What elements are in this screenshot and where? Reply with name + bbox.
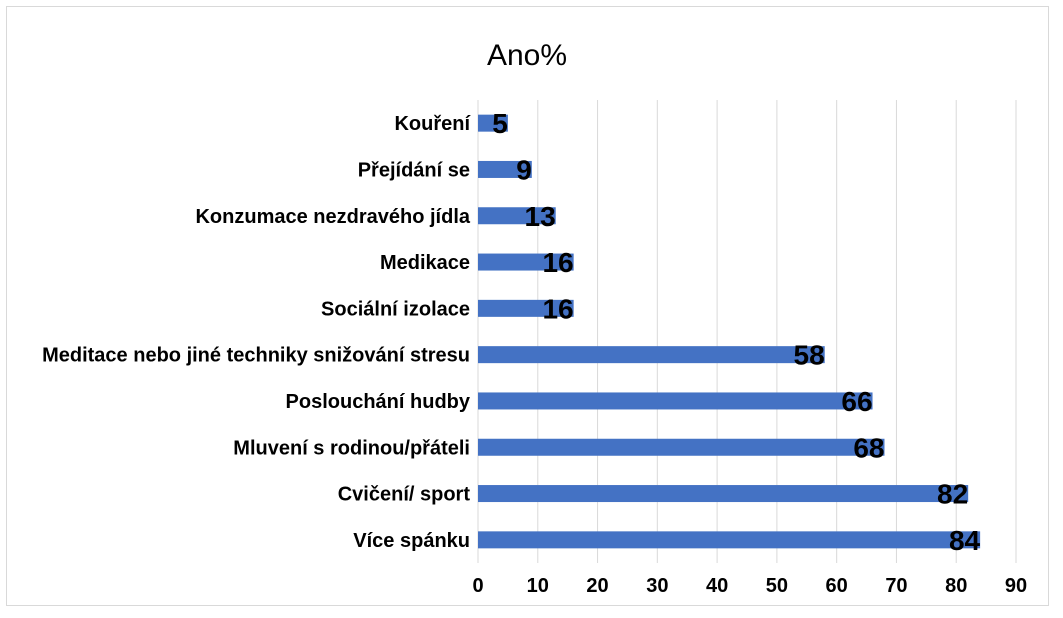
gridlines [477,100,1017,563]
bar [478,485,969,503]
data-label: 16 [542,293,573,324]
chart-title: Ano% [487,39,567,72]
category-label: Kouření [394,113,471,135]
bar [478,207,556,225]
category-label: Poslouchání hudby [286,391,471,413]
data-label: 9 [516,154,532,185]
bar [478,160,532,178]
category-label: Meditace nebo jiné techniky snižování st… [42,345,470,367]
category-label: Cvičení/ sport [338,484,471,506]
bar [478,531,981,549]
x-tick-label: 50 [766,575,788,597]
data-label: 5 [492,108,508,139]
data-label: 66 [841,386,872,417]
x-tick-label: 60 [826,575,848,597]
x-tick-label: 30 [646,575,668,597]
bar [478,392,873,410]
x-tick-label: 0 [472,575,483,597]
x-tick-label: 90 [1005,575,1027,597]
x-tick-label: 40 [706,575,728,597]
bar [478,346,825,364]
category-label: Medikace [380,252,470,274]
data-label: 13 [525,201,556,232]
category-labels: Kouření Přejídání se Konzumace nezdravého … [42,113,471,552]
bar-chart: Ano% Kouření Přejídání se Konzumace nezdra… [42,39,1027,597]
bar [478,114,508,132]
category-label: Více spánku [353,530,470,552]
x-tick-label: 70 [885,575,907,597]
data-label: 82 [937,479,968,510]
data-labels: 59 13 16 16 58 66 68 82 84 [492,108,980,556]
category-label: Konzumace nezdravého jídla [195,206,470,228]
category-label: Mluvení s rodinou/přáteli [233,437,470,459]
chart-frame: Ano% Kouření Přejídání se Konzumace nezdra… [6,6,1049,606]
bar [478,253,574,271]
data-label: 84 [949,525,981,556]
bars [478,114,981,549]
data-label: 58 [794,340,825,371]
data-label: 68 [853,432,884,463]
category-label: Sociální izolace [321,298,470,320]
x-tick-label: 20 [586,575,608,597]
data-label: 16 [542,247,573,278]
x-tick-label: 10 [527,575,549,597]
x-tick-label: 80 [945,575,967,597]
x-axis-tick-labels: 0 10 20 30 40 50 60 70 80 90 [472,575,1027,597]
category-label: Přejídání se [358,159,470,181]
bar [478,299,574,317]
bar [478,438,885,456]
